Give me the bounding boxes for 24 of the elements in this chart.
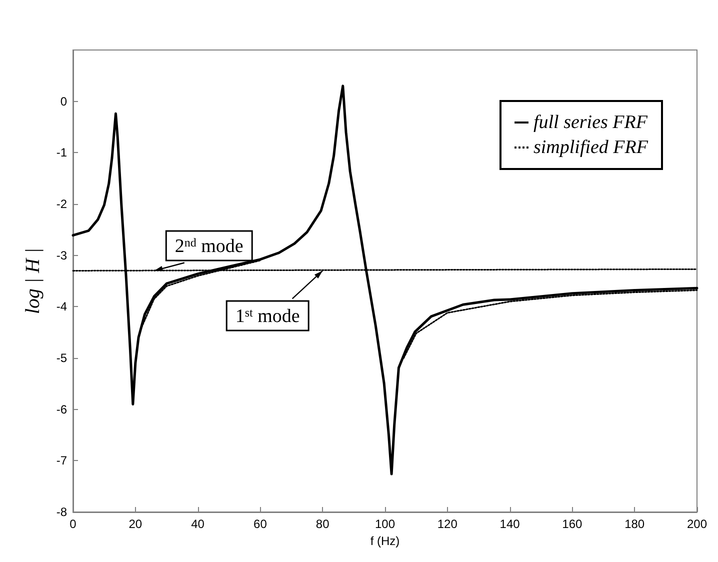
legend-label: simplified FRF — [533, 137, 648, 158]
x-tick-label: 60 — [254, 517, 268, 531]
y-tick-label: -2 — [56, 197, 68, 211]
x-axis-title: f (Hz) — [370, 534, 400, 548]
x-tick-label: 80 — [316, 517, 330, 531]
y-tick-label: -6 — [56, 402, 68, 416]
x-tick-label: 180 — [624, 517, 645, 531]
y-tick-label: -1 — [56, 146, 68, 160]
y-tick-label: -3 — [56, 248, 68, 262]
x-tick-label: 20 — [128, 517, 142, 531]
y-axis-title: log | H | — [22, 248, 44, 314]
x-tick-label: 40 — [191, 517, 205, 531]
y-tick-label: -8 — [56, 505, 68, 519]
x-tick-label: 140 — [500, 517, 520, 531]
y-tick-label: 0 — [60, 94, 68, 108]
x-tick-label: 120 — [437, 517, 458, 531]
x-tick-label: 100 — [374, 517, 396, 531]
x-tick-label: 0 — [70, 517, 77, 531]
y-tick-label: -4 — [56, 300, 68, 314]
legend-label: full series FRF — [533, 112, 648, 133]
y-tick-label: -7 — [56, 454, 68, 468]
x-tick-label: 160 — [562, 517, 583, 531]
y-tick-label: -5 — [56, 351, 68, 365]
x-tick-label: 200 — [686, 517, 708, 531]
